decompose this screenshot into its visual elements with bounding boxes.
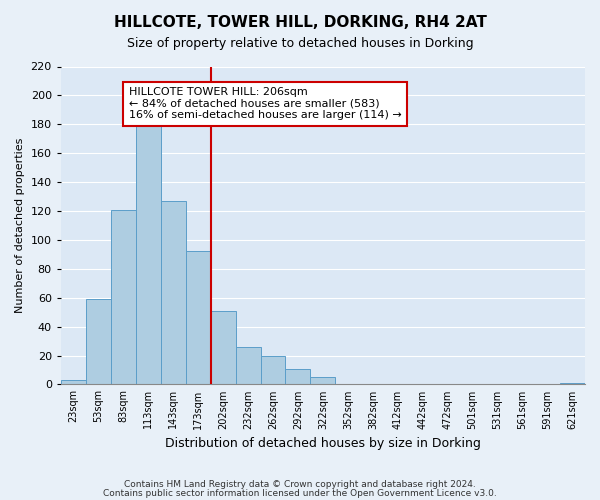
Bar — [86, 299, 111, 384]
Bar — [61, 380, 86, 384]
Text: HILLCOTE, TOWER HILL, DORKING, RH4 2AT: HILLCOTE, TOWER HILL, DORKING, RH4 2AT — [113, 15, 487, 30]
Text: Size of property relative to detached houses in Dorking: Size of property relative to detached ho… — [127, 38, 473, 51]
X-axis label: Distribution of detached houses by size in Dorking: Distribution of detached houses by size … — [165, 437, 481, 450]
Bar — [185, 252, 211, 384]
Text: HILLCOTE TOWER HILL: 206sqm
← 84% of detached houses are smaller (583)
16% of se: HILLCOTE TOWER HILL: 206sqm ← 84% of det… — [129, 87, 402, 120]
Y-axis label: Number of detached properties: Number of detached properties — [15, 138, 25, 313]
Bar — [560, 383, 585, 384]
Bar — [286, 368, 310, 384]
Bar — [161, 201, 185, 384]
Bar — [136, 124, 161, 384]
Bar — [211, 310, 236, 384]
Bar — [260, 356, 286, 384]
Text: Contains public sector information licensed under the Open Government Licence v3: Contains public sector information licen… — [103, 489, 497, 498]
Bar — [236, 347, 260, 385]
Text: Contains HM Land Registry data © Crown copyright and database right 2024.: Contains HM Land Registry data © Crown c… — [124, 480, 476, 489]
Bar — [310, 377, 335, 384]
Bar — [111, 210, 136, 384]
